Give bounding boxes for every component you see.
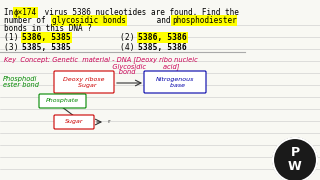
- Text: glycosidic bonds: glycosidic bonds: [52, 16, 126, 25]
- Text: 5386, 5385: 5386, 5385: [22, 33, 71, 42]
- Text: Deoxy ribose: Deoxy ribose: [63, 77, 105, 82]
- Text: (4): (4): [120, 43, 140, 52]
- FancyBboxPatch shape: [39, 94, 86, 108]
- Text: P: P: [291, 145, 300, 159]
- Text: base: base: [164, 83, 186, 88]
- Text: Phosphate: Phosphate: [45, 98, 79, 103]
- Text: number of: number of: [4, 16, 50, 25]
- FancyBboxPatch shape: [54, 71, 114, 93]
- FancyBboxPatch shape: [144, 71, 206, 93]
- Text: Sugar: Sugar: [65, 119, 83, 124]
- Text: Nitrogenous: Nitrogenous: [156, 77, 194, 82]
- Text: (1): (1): [4, 33, 23, 42]
- Text: ϕ×174: ϕ×174: [14, 8, 37, 17]
- Text: Phosphodi: Phosphodi: [3, 76, 37, 82]
- Text: (2): (2): [120, 33, 140, 42]
- Text: and: and: [152, 16, 175, 25]
- Text: In: In: [4, 8, 18, 17]
- FancyBboxPatch shape: [54, 115, 94, 129]
- Text: W: W: [288, 159, 302, 172]
- Text: virus 5386 nucleotides are found. Find the: virus 5386 nucleotides are found. Find t…: [40, 8, 239, 17]
- Circle shape: [273, 138, 317, 180]
- Text: Key  Concept: Genetic  material - DNA [Deoxy ribo nucleic: Key Concept: Genetic material - DNA [Deo…: [4, 56, 198, 63]
- Text: phosphodiester: phosphodiester: [172, 16, 237, 25]
- Text: bond: bond: [4, 69, 135, 75]
- Text: 5385, 5385: 5385, 5385: [22, 43, 71, 52]
- Text: (3): (3): [4, 43, 23, 52]
- Text: 5385, 5386: 5385, 5386: [138, 43, 187, 52]
- Text: bonds in this DNA ?: bonds in this DNA ?: [4, 24, 92, 33]
- Text: ester bond: ester bond: [3, 82, 39, 88]
- Text: 5386, 5386: 5386, 5386: [138, 33, 187, 42]
- Text: Glycosidic        acid]: Glycosidic acid]: [4, 63, 180, 70]
- Text: r: r: [107, 119, 110, 124]
- Text: Sugar: Sugar: [72, 83, 96, 88]
